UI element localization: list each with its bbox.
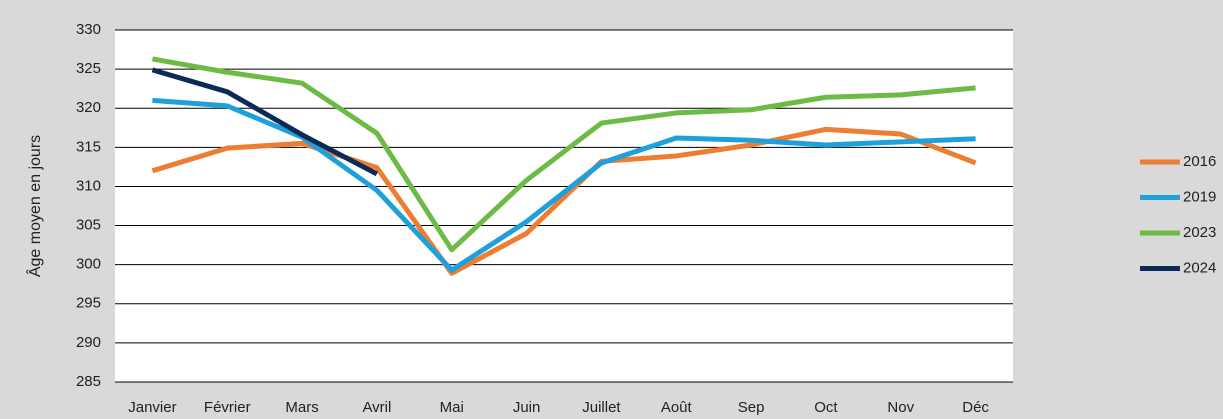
x-tick-label: Janvier [128,399,176,416]
x-tick-label: Juillet [582,399,621,416]
y-tick-label: 325 [76,60,101,77]
y-axis-label: Âge moyen en jours [25,135,44,277]
x-tick-label: Nov [887,399,914,416]
legend-label: 2019 [1183,188,1216,205]
y-tick-label: 315 [76,138,101,155]
series-line [151,126,977,276]
legend-label: 2016 [1183,153,1216,170]
plot-area [115,30,1013,382]
y-tick-label: 310 [76,177,101,194]
y-tick-label: 285 [76,373,101,390]
legend-label: 2024 [1183,259,1216,276]
x-tick-label: Avril [362,399,391,416]
x-tick-label: Février [204,399,251,416]
x-tick-label: Juin [513,399,541,416]
x-tick-label: Mars [285,399,318,416]
series-line [151,67,379,177]
x-tick-label: Mai [440,399,464,416]
y-tick-label: 295 [76,295,101,312]
series-line [152,97,976,273]
y-tick-label: 290 [76,334,101,351]
x-tick-label: Déc [962,399,989,416]
y-tick-label: 300 [76,256,101,273]
x-tick-label: Août [661,399,693,416]
x-tick-label: Sep [738,399,765,416]
legend-label: 2023 [1183,224,1216,241]
y-tick-label: 320 [76,99,101,116]
y-tick-label: 330 [76,21,101,38]
x-tick-label: Oct [814,399,838,416]
y-tick-label: 305 [76,217,101,234]
series-line [151,56,976,253]
